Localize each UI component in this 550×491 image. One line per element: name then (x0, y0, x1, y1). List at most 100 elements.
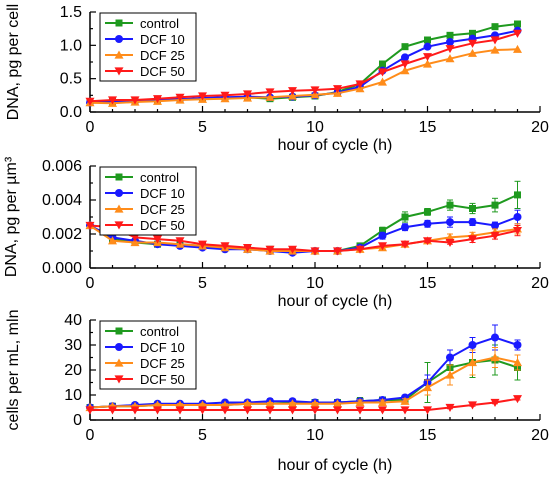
data-point (220, 406, 230, 415)
y-tick-label: 0.000 (42, 260, 82, 277)
data-point (513, 44, 522, 53)
data-point (490, 353, 500, 362)
data-point (423, 237, 432, 246)
x-tick-label: 0 (86, 427, 95, 444)
data-point (175, 406, 185, 415)
y-tick-label: 20 (64, 362, 82, 379)
y-tick-label: 0.004 (42, 192, 82, 209)
y-tick-label: 40 (64, 312, 82, 329)
data-point (468, 48, 477, 57)
data-point (153, 406, 162, 415)
data-point (130, 406, 140, 415)
data-point (490, 36, 500, 45)
data-point (513, 227, 522, 236)
legend-label: DCF 10 (140, 186, 185, 201)
data-point (400, 396, 410, 405)
data-point (355, 245, 365, 254)
data-point (423, 406, 432, 415)
data-point (401, 43, 409, 51)
data-point (310, 399, 320, 408)
series-line (89, 356, 518, 409)
chart-panel-1: 0 5 10 15 20 0.0 0.5 1.0 1.5 hour of cycle (h) DNA… (5, 4, 549, 154)
data-point (198, 240, 207, 249)
data-point (445, 238, 455, 247)
legend-marker (114, 67, 124, 76)
x-tick-label: 15 (419, 275, 437, 292)
legend-label: control (140, 324, 179, 339)
data-point (130, 238, 140, 247)
x-tick-label: 20 (531, 119, 549, 136)
data-point (491, 333, 499, 342)
data-point (514, 191, 521, 199)
data-point (445, 370, 455, 379)
x-axis-title: hour of cycle (h) (278, 457, 393, 474)
data-point (288, 406, 297, 415)
data-point (220, 242, 230, 251)
data-point (446, 31, 454, 39)
x-axis-title: hour of cycle (h) (278, 137, 393, 154)
legend-marker (114, 375, 124, 384)
x-tick-label: 10 (306, 119, 324, 136)
legend-label: DCF 50 (140, 218, 185, 233)
y-tick-label: 0.002 (42, 226, 82, 243)
data-point (445, 403, 455, 412)
series-line (89, 48, 518, 105)
data-point (400, 60, 410, 69)
data-point (288, 245, 297, 254)
data-point (424, 208, 431, 216)
legend-label: DCF 50 (140, 372, 185, 387)
data-point (333, 85, 342, 94)
y-tick-label: 10 (64, 387, 82, 404)
y-tick-label: 30 (64, 337, 82, 354)
data-point (490, 398, 500, 407)
legend-marker (115, 19, 123, 27)
data-point (378, 406, 387, 415)
data-point (513, 341, 522, 349)
data-point (469, 205, 476, 212)
data-point (265, 92, 275, 101)
y-tick-label: 0.5 (60, 71, 82, 88)
data-point (85, 97, 95, 106)
data-point (423, 42, 432, 51)
data-point (468, 358, 477, 367)
legend-label: DCF 10 (140, 340, 185, 355)
data-point (333, 247, 342, 256)
data-point (130, 96, 140, 105)
data-point (491, 23, 499, 31)
legend-marker (115, 189, 123, 197)
legend-label: DCF 50 (140, 64, 185, 79)
data-point (108, 406, 117, 415)
data-point (446, 201, 454, 209)
series-dcf-50 (85, 29, 522, 106)
legend-label: control (140, 170, 179, 185)
data-point (491, 221, 499, 230)
data-point (468, 401, 477, 410)
x-tick-label: 10 (306, 275, 324, 292)
y-axis-title: cells per mL, mln (5, 310, 22, 431)
data-point (378, 77, 387, 86)
legend-marker (115, 343, 123, 351)
data-point (265, 399, 275, 408)
data-point (130, 233, 140, 242)
data-point (469, 29, 476, 37)
data-point (153, 235, 162, 244)
data-point (355, 398, 365, 407)
data-point (243, 90, 252, 99)
data-point (378, 398, 387, 407)
x-tick-label: 20 (531, 275, 549, 292)
y-axis-title: DNA, pg per cell (5, 4, 22, 121)
y-axis-title: DNA, pg per µm³ (3, 156, 20, 277)
x-tick-label: 20 (531, 427, 549, 444)
legend-marker (115, 173, 123, 181)
data-point (513, 29, 522, 38)
y-tick-label: 0.006 (42, 158, 82, 175)
data-point (378, 242, 387, 251)
x-tick-label: 5 (198, 119, 207, 136)
y-tick-label: 1.5 (60, 4, 82, 21)
data-point (265, 88, 275, 97)
data-point (513, 358, 522, 367)
data-point (401, 223, 409, 232)
x-tick-label: 0 (86, 119, 95, 136)
